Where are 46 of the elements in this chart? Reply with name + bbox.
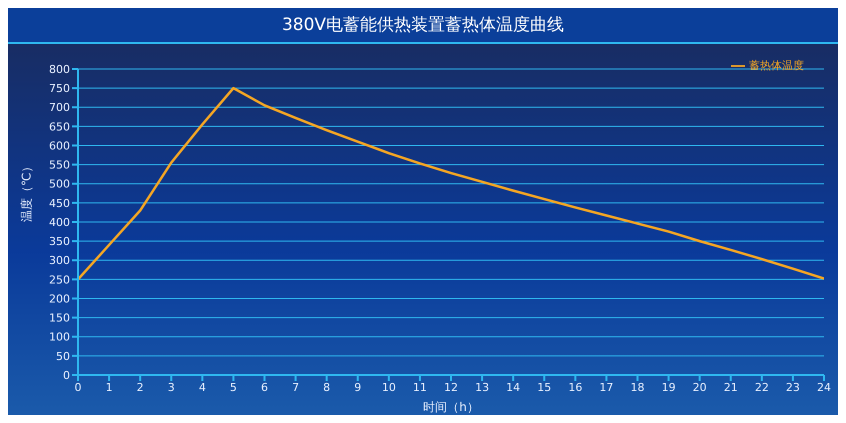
x-tick-label: 5 — [230, 380, 237, 394]
x-tick-label: 0 — [74, 380, 82, 394]
x-tick-label: 14 — [506, 380, 520, 394]
x-tick-label: 24 — [817, 380, 831, 394]
y-tick-label: 150 — [49, 312, 70, 325]
y-tick-label: 500 — [49, 178, 70, 191]
x-tick-label: 15 — [537, 380, 552, 394]
y-tick-label: 450 — [49, 196, 70, 210]
y-tick-label: 250 — [49, 273, 70, 286]
y-tick-label: 0 — [63, 368, 70, 382]
y-tick-label: 350 — [49, 235, 70, 248]
y-tick-label: 50 — [56, 350, 70, 363]
x-tick-label: 21 — [724, 380, 738, 394]
x-tick-label: 18 — [630, 380, 644, 394]
x-tick-label: 7 — [292, 380, 300, 394]
x-axis-title: 时间（h） — [423, 400, 479, 414]
x-tick-label: 20 — [692, 380, 707, 394]
x-tick-label: 4 — [198, 380, 206, 394]
y-tick-label: 800 — [49, 62, 70, 76]
x-tick-label: 1 — [106, 380, 113, 394]
x-tick-label: 9 — [354, 380, 362, 394]
x-tick-label: 3 — [168, 380, 175, 394]
x-tick-label: 17 — [599, 380, 614, 394]
x-tick-label: 16 — [568, 380, 582, 394]
y-tick-label: 400 — [49, 216, 70, 229]
y-tick-label: 100 — [49, 330, 70, 344]
chart-title: 380V电蓄能供热装置蓄热体温度曲线 — [8, 8, 838, 44]
y-tick-label: 650 — [49, 120, 70, 134]
legend-label: 蓄热体温度 — [749, 59, 804, 72]
x-tick-label: 6 — [261, 380, 268, 394]
y-tick-label: 300 — [49, 254, 70, 268]
x-tick-label: 19 — [662, 380, 676, 394]
y-tick-label: 750 — [49, 82, 70, 96]
y-tick-label: 200 — [49, 292, 70, 306]
x-tick-label: 22 — [754, 380, 769, 394]
x-tick-label: 8 — [323, 380, 330, 394]
x-tick-label: 23 — [786, 380, 800, 394]
x-tick-label: 13 — [475, 380, 490, 394]
x-tick-label: 2 — [136, 380, 144, 394]
x-tick-label: 12 — [444, 380, 458, 394]
y-axis-title: 温度（℃） — [19, 160, 34, 222]
x-tick-label: 10 — [382, 380, 396, 394]
x-tick-label: 11 — [412, 380, 427, 394]
y-tick-label: 600 — [49, 139, 70, 152]
y-tick-label: 550 — [49, 158, 70, 172]
y-tick-label: 700 — [49, 101, 70, 114]
